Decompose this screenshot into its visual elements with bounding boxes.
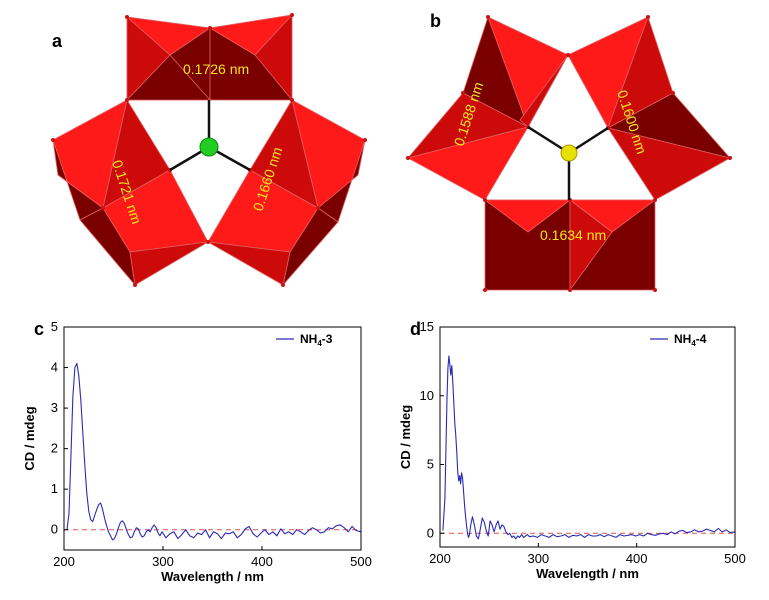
octahedron-face (484, 199, 571, 233)
legend-label-main: NH (674, 332, 691, 346)
vertex-dot (461, 91, 465, 95)
vertex-dot (566, 53, 570, 57)
x-tick-label: 500 (350, 554, 372, 569)
vertex-dot (728, 156, 732, 160)
y-tick-label: 15 (420, 319, 434, 334)
y-axis-label: CD / mdeg (398, 405, 413, 469)
vertex-dot (483, 198, 487, 202)
bond-length-label: 0.1726 nm (183, 61, 249, 77)
vertex-dot (363, 138, 367, 142)
vertex-dot (133, 283, 137, 287)
legend-label-suffix: -3 (322, 332, 333, 346)
panel-label-d: d (410, 319, 421, 339)
vertex-dot (406, 156, 410, 160)
vertex-dot (101, 206, 105, 210)
x-axis-label: Wavelength / nm (161, 569, 264, 584)
vertex-dot (290, 98, 294, 102)
series-line-3 (66, 362, 362, 541)
y-tick-label: 0 (427, 525, 434, 540)
y-tick-label: 5 (427, 457, 434, 472)
panel-label-c: c (34, 319, 44, 339)
vertex-dot (51, 138, 55, 142)
center-atom-green (199, 137, 219, 157)
x-tick-label: 300 (152, 554, 174, 569)
vertex-dot (281, 283, 285, 287)
x-tick-label: 200 (53, 554, 75, 569)
vertex-dot (316, 206, 320, 210)
y-tick-label: 3 (51, 400, 58, 415)
chart-panel-c: c 200 300 400 500 0 1 2 3 4 5 Wavelength / nm CD / m… (22, 319, 372, 584)
vertex-dot (125, 98, 129, 102)
structure-panel-a: a0.1726 nm0.1721 nm 0.1660 nm (51, 13, 367, 287)
octahedron-face (607, 127, 731, 201)
x-tick-label: 200 (429, 551, 451, 566)
vertex-dot (671, 91, 675, 95)
y-axis-label: CD / mdeg (22, 406, 37, 470)
structure-panel-b: b0.1588 nm 0.1600 nm0.1634 nm (406, 11, 732, 292)
legend-label-subscript: 4 (317, 339, 322, 348)
octahedron-face (569, 199, 613, 291)
y-tick-label: 1 (51, 481, 58, 496)
legend-label: NH4-4 (674, 332, 707, 348)
legend-label-suffix: -4 (696, 332, 707, 346)
octahedron-face (126, 54, 211, 101)
plot-frame (63, 326, 362, 551)
x-axis-label: Wavelength / nm (536, 566, 639, 581)
plot-frame (439, 326, 736, 548)
vertex-dot (208, 26, 212, 30)
octahedron-face (519, 54, 569, 128)
series-line-4 (442, 355, 736, 540)
vertex-dot (290, 13, 294, 17)
legend-label-subscript: 4 (691, 339, 696, 348)
octahedron-face (207, 241, 291, 286)
octahedron-face (407, 126, 529, 201)
vertex-dot (125, 15, 129, 19)
x-tick-label: 400 (251, 554, 273, 569)
bond-length-label: 0.1634 nm (540, 227, 606, 243)
vertex-dot (653, 288, 657, 292)
center-atom-yellow (560, 144, 578, 162)
vertex-dot (483, 288, 487, 292)
y-tick-label: 5 (51, 319, 58, 334)
vertex-dot (206, 240, 210, 244)
y-tick-label: 2 (51, 441, 58, 456)
y-tick-label: 10 (420, 388, 434, 403)
vertex-dot (646, 15, 650, 19)
x-tick-label: 500 (724, 551, 746, 566)
vertex-dot (568, 288, 572, 292)
panel-label-a: a (52, 31, 63, 51)
x-tick-label: 400 (626, 551, 648, 566)
x-tick-label: 300 (527, 551, 549, 566)
vertex-dot (486, 15, 490, 19)
panel-label-b: b (430, 11, 441, 31)
vertex-dot (653, 198, 657, 202)
chart-panel-d: d 200 300 400 500 0 5 10 15 Wavelength / nm CD / m… (398, 319, 746, 581)
octahedron-face (254, 14, 293, 101)
octahedron-face (129, 241, 209, 286)
y-tick-label: 4 (51, 360, 58, 375)
legend-label: NH4-3 (300, 332, 333, 348)
y-tick-label: 0 (51, 522, 58, 537)
legend-label-main: NH (300, 332, 317, 346)
